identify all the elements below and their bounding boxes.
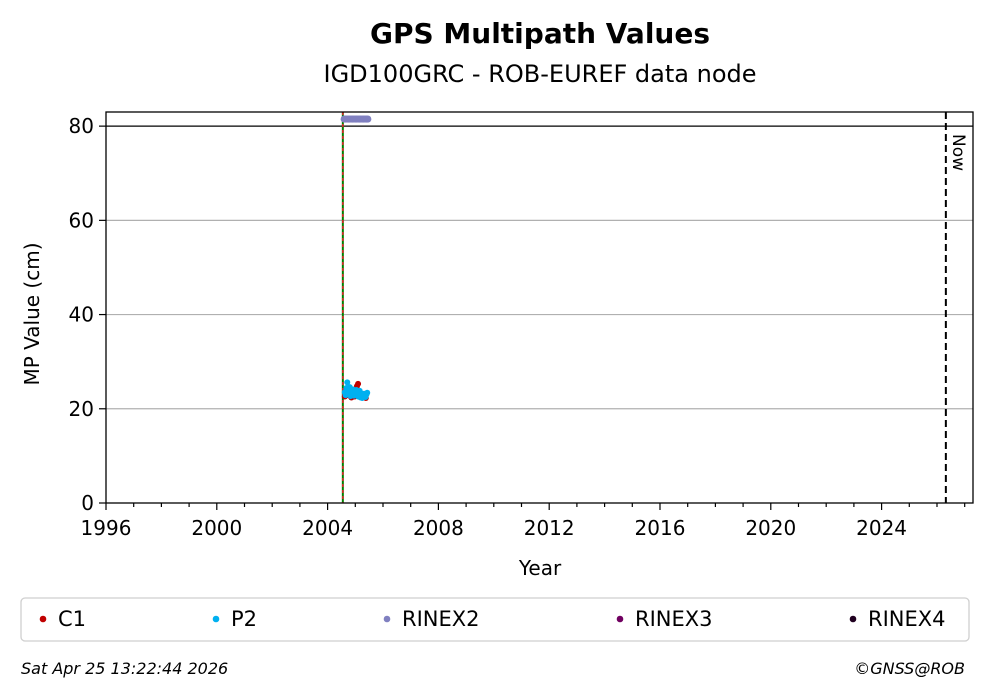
reference-lines [106,112,973,503]
plot-frame [105,111,974,504]
x-tick-label-2012: 2012 [524,516,575,540]
y-axis-label: MP Value (cm) [20,242,44,385]
grid-lines [106,219,973,410]
x-axis: 1996 2000 2004 2008 2012 2016 2020 2024 [81,503,966,540]
legend-items: C1 P2 RINEX2 RINEX3 RINEX4 [39,607,946,631]
x-tick-label-2016: 2016 [635,516,686,540]
legend-marker-rinex2 [383,615,391,623]
y-tick-label-80: 80 [69,114,94,138]
series-rinex2 [340,115,372,123]
data-points [340,115,372,401]
footer-credit: ©GNSS@ROB [854,659,965,678]
now-label: Now [948,134,968,171]
point-p2-27 [364,389,371,396]
x-tick-label-2008: 2008 [413,516,464,540]
legend [20,597,970,642]
point-c1-12 [355,380,362,387]
legend-label-c1: C1 [58,607,86,631]
y-tick-label-60: 60 [69,208,94,232]
footer-timestamp: Sat Apr 25 13:22:44 2026 [21,659,228,678]
legend-label-rinex2: RINEX2 [402,607,480,631]
x-tick-label-1996: 1996 [81,516,132,540]
legend-marker-c1 [39,615,47,623]
y-tick-label-0: 0 [81,491,94,515]
point-p2-3 [344,379,351,386]
chart-subtitle: IGD100GRC - ROB-EUREF data node [324,60,757,88]
legend-label-rinex3: RINEX3 [635,607,713,631]
point-rinex2-17 [364,115,372,123]
legend-label-rinex4: RINEX4 [868,607,946,631]
legend-marker-rinex3 [616,615,624,623]
x-tick-label-2024: 2024 [856,516,907,540]
x-tick-label-2004: 2004 [302,516,353,540]
x-tick-label-2020: 2020 [745,516,796,540]
chart-title: GPS Multipath Values [370,17,710,50]
legend-marker-rinex4 [849,615,857,623]
x-axis-label: Year [518,556,562,580]
y-tick-label-40: 40 [69,303,94,327]
y-axis: 0 20 40 60 80 [69,114,106,515]
legend-label-p2: P2 [231,607,257,631]
y-tick-label-20: 20 [69,397,94,421]
legend-marker-p2 [212,615,220,623]
series-p2 [341,379,371,401]
x-tick-label-2000: 2000 [191,516,242,540]
